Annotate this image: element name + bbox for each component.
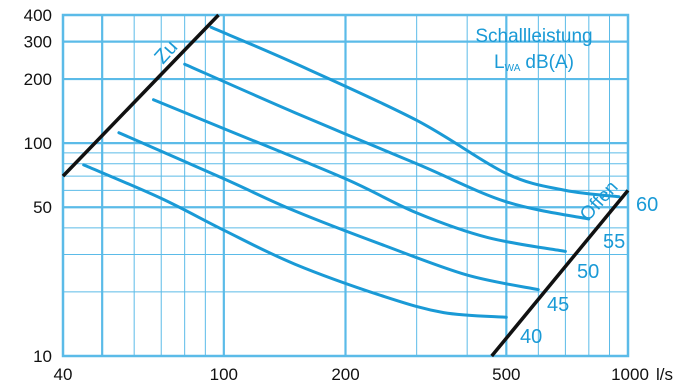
series-label-50: 50 bbox=[577, 261, 599, 283]
series-line-50 bbox=[152, 98, 567, 253]
y-tick-label: 400 bbox=[24, 6, 52, 25]
series-line-60 bbox=[209, 25, 621, 199]
limit-line-zu bbox=[61, 13, 220, 178]
x-tick-label: 500 bbox=[492, 365, 520, 384]
plot-frame bbox=[61, 13, 630, 358]
legend-unit-text: dB(A) bbox=[525, 52, 574, 73]
x-tick-label: 100 bbox=[210, 365, 238, 384]
series-label-55: 55 bbox=[603, 231, 625, 253]
x-tick-label: 40 bbox=[54, 365, 73, 384]
limit-lines bbox=[61, 13, 630, 358]
legend-unit-subscript: WA bbox=[505, 63, 521, 74]
series-line-45 bbox=[117, 131, 540, 292]
y-tick-label: 100 bbox=[24, 134, 52, 153]
series-label-60: 60 bbox=[636, 194, 658, 216]
y-tick-label: 50 bbox=[33, 198, 52, 217]
series-line-55 bbox=[183, 62, 591, 221]
legend-unit-symbol: L bbox=[494, 52, 505, 73]
x-tick-label: 1000 bbox=[611, 365, 649, 384]
x-tick-label: 200 bbox=[331, 365, 359, 384]
series-label-45: 45 bbox=[547, 294, 569, 316]
y-tick-label: 10 bbox=[33, 347, 52, 366]
series-curves bbox=[82, 25, 621, 319]
legend-unit: LWA dB(A) bbox=[494, 52, 574, 74]
y-tick-label: 200 bbox=[24, 70, 52, 89]
legend-title: Schallleistung bbox=[475, 26, 592, 47]
series-line-40 bbox=[82, 163, 508, 319]
y-tick-label: 300 bbox=[24, 33, 52, 52]
tick-labels: 10 50 100 200 300 400 40 100 200 500 1000 bbox=[24, 6, 649, 384]
x-unit-label: l/s bbox=[656, 365, 673, 384]
limit-line-offen bbox=[490, 189, 630, 358]
series-label-40: 40 bbox=[520, 326, 542, 348]
